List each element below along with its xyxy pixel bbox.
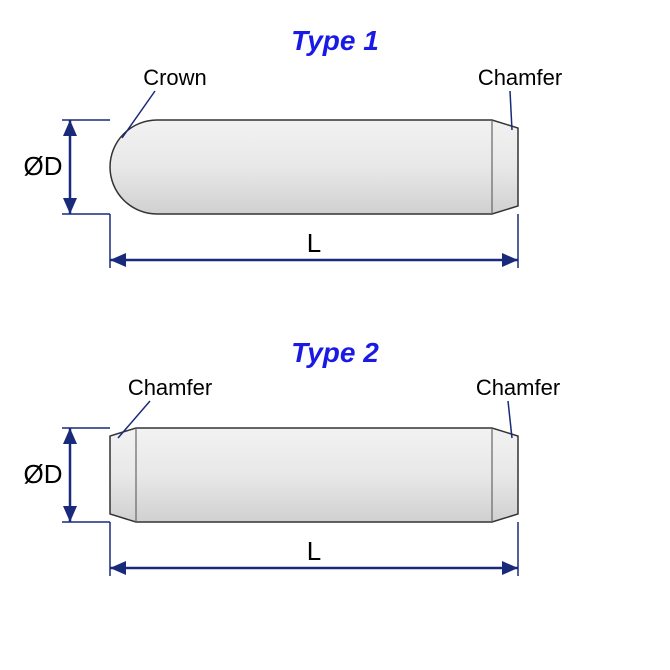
type1-pin	[110, 120, 518, 214]
type2-left-label: Chamfer	[128, 375, 212, 400]
type2-d-label: ØD	[24, 459, 63, 489]
type2-pin	[110, 428, 518, 522]
type2-l-label: L	[307, 536, 321, 566]
type1-l-label: L	[307, 228, 321, 258]
type2-title: Type 2	[291, 337, 379, 368]
type1-title: Type 1	[291, 25, 379, 56]
type2-right-label: Chamfer	[476, 375, 560, 400]
type1-d-label: ØD	[24, 151, 63, 181]
type1-left-label: Crown	[143, 65, 207, 90]
type1-right-label: Chamfer	[478, 65, 562, 90]
